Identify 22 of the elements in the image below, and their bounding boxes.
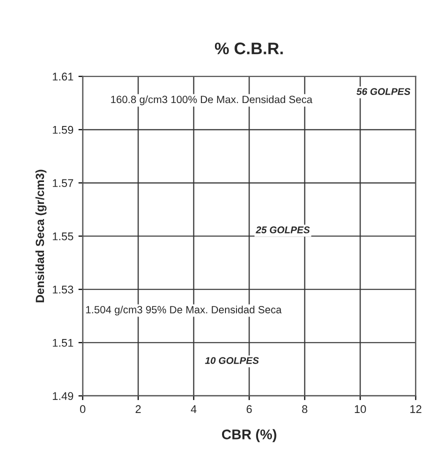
x-axis-title: CBR (%): [222, 429, 276, 442]
annotation: 25 GOLPES: [256, 226, 310, 234]
x-tick-label: 10: [354, 405, 366, 414]
annotation: 10 GOLPES: [205, 357, 259, 364]
x-tick-label: 2: [136, 405, 141, 413]
x-tick-label: 12: [410, 405, 422, 413]
annotation: 1.504 g/cm3 95% De Max. Densidad Seca: [86, 306, 282, 316]
annotation: 56 GOLPES: [356, 88, 410, 95]
x-tick-label: 8: [302, 405, 308, 414]
x-tick-label: 6: [246, 405, 252, 414]
y-tick-label: 1.57: [52, 179, 74, 188]
y-tick-label: 1.55: [52, 232, 74, 240]
y-tick-label: 1.61: [52, 72, 74, 81]
y-axis-title: Densidad Seca (gr/cm3): [35, 170, 46, 302]
y-tick-label: 1.49: [52, 392, 74, 400]
x-tick-label: 4: [190, 405, 196, 413]
y-tick-label: 1.51: [52, 339, 74, 347]
y-tick-label: 1.53: [52, 286, 74, 294]
y-tick-label: 1.59: [52, 126, 74, 134]
annotation: 160.8 g/cm3 100% De Max. Densidad Seca: [111, 96, 312, 106]
chart-title: % C.B.R.: [214, 42, 283, 54]
x-tick-label: 0: [80, 405, 86, 414]
